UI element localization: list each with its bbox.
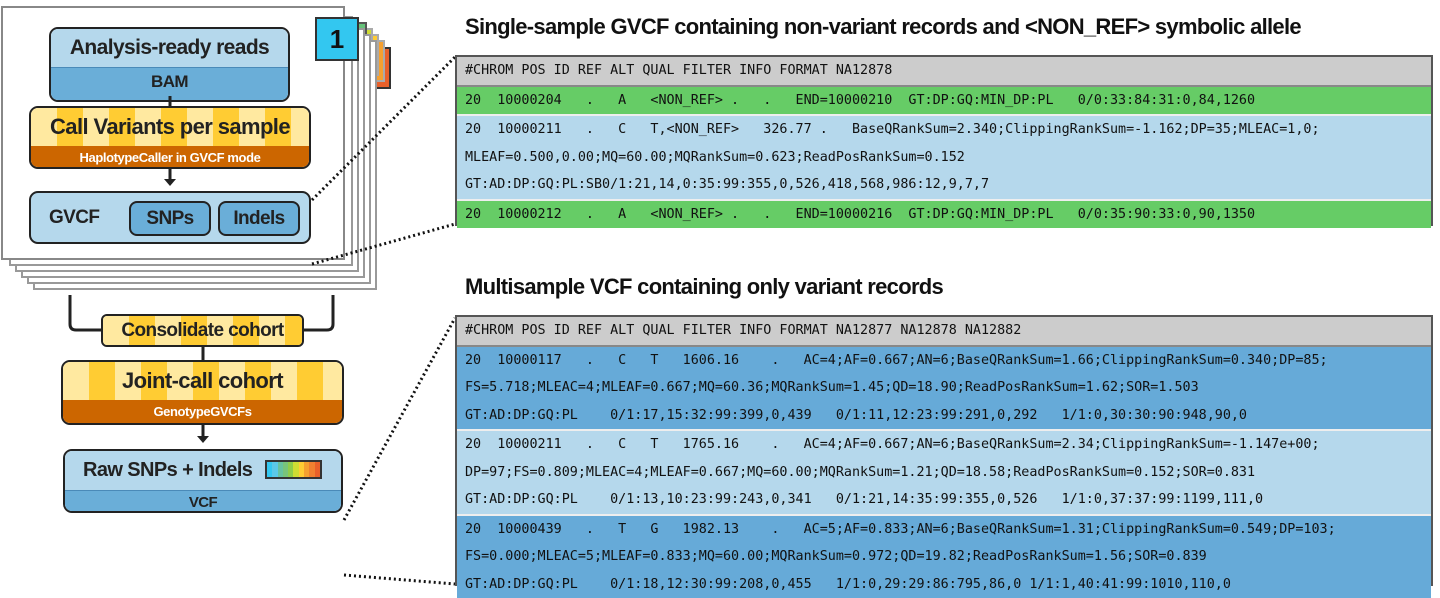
color-bar-segment bbox=[282, 462, 289, 477]
indels-box: Indels bbox=[218, 201, 300, 236]
call-variants-title: Call Variants per sample bbox=[31, 108, 309, 146]
reads-title: Analysis-ready reads bbox=[51, 29, 288, 67]
gvcf-label: GVCF bbox=[49, 207, 100, 228]
record-line: GT:AD:DP:GQ:PL 0/1:17,15:32:99:399,0,439… bbox=[465, 407, 1247, 423]
raw-variants-box: Raw SNPs + Indels VCF bbox=[63, 449, 343, 513]
joint-call-title: Joint-call cohort bbox=[63, 362, 342, 400]
record-line: 20 10000204 . A <NON_REF> . . END=100002… bbox=[465, 92, 1256, 108]
vcf-table: #CHROM POS ID REF ALT QUAL FILTER INFO F… bbox=[455, 315, 1433, 598]
color-bar-segment bbox=[267, 462, 273, 477]
record-line: 20 10000211 . C T,<NON_REF> 326.77 . Bas… bbox=[465, 122, 1320, 137]
analysis-ready-reads-box: Analysis-ready reads BAM bbox=[49, 27, 290, 102]
joint-call-tool: GenotypeGVCFs bbox=[63, 400, 342, 423]
gvcf-box: GVCF SNPs Indels bbox=[29, 191, 311, 244]
color-bar-segment bbox=[309, 462, 315, 477]
record-line: FS=5.718;MLEAC=4;MLEAF=0.667;MQ=60.36;MQ… bbox=[465, 380, 1199, 395]
color-bar-segment bbox=[314, 462, 320, 477]
consolidate-title: Consolidate cohort bbox=[103, 316, 302, 345]
consolidate-cohort-box: Consolidate cohort bbox=[101, 314, 304, 347]
call-variants-box: Call Variants per sample HaplotypeCaller… bbox=[29, 106, 311, 169]
record-line: 20 10000212 . A <NON_REF> . . END=100002… bbox=[465, 206, 1256, 222]
zoom-line bbox=[342, 317, 457, 521]
vcf-record: 20 10000211 . C T 1765.16 . AC=4;AF=0.66… bbox=[457, 429, 1431, 514]
record-line: GT:AD:DP:GQ:PL 0/1:18,12:30:99:208,0,455… bbox=[465, 576, 1231, 592]
record-line: MLEAF=0.500,0.00;MQ=60.00;MQRankSum=0.62… bbox=[465, 149, 965, 165]
zoom-line bbox=[343, 573, 456, 586]
record-line: GT:AD:DP:GQ:PL:SB0/1:21,14,0:35:99:355,0… bbox=[465, 177, 990, 192]
gvcf-header-row: #CHROM POS ID REF ALT QUAL FILTER INFO F… bbox=[457, 57, 1431, 87]
record-line: 20 10000439 . T G 1982.13 . AC=5;AF=0.83… bbox=[465, 521, 1336, 537]
record-line: FS=0.000;MLEAC=5;MLEAF=0.833;MQ=60.00;MQ… bbox=[465, 549, 1207, 564]
color-bar-segment bbox=[304, 462, 310, 477]
arrow-down-icon bbox=[197, 436, 209, 443]
color-bar-segment bbox=[293, 462, 299, 477]
raw-variants-title: Raw SNPs + Indels bbox=[83, 459, 253, 481]
gvcf-record: 20 10000211 . C T,<NON_REF> 326.77 . Bas… bbox=[457, 114, 1431, 199]
record-line: 20 10000211 . C T 1765.16 . AC=4;AF=0.66… bbox=[465, 437, 1320, 452]
gvcf-panel-title: Single-sample GVCF containing non-varian… bbox=[465, 14, 1302, 39]
sample-number-badge: 1 bbox=[315, 17, 359, 61]
record-line: 20 10000117 . C T 1606.16 . AC=4;AF=0.66… bbox=[465, 352, 1328, 368]
vcf-record: 20 10000117 . C T 1606.16 . AC=4;AF=0.66… bbox=[457, 346, 1431, 429]
color-bar-segment bbox=[298, 462, 305, 477]
gvcf-record: 20 10000204 . A <NON_REF> . . END=100002… bbox=[457, 86, 1431, 114]
gvcf-record: 20 10000212 . A <NON_REF> . . END=100002… bbox=[457, 198, 1431, 228]
record-line: DP=97;FS=0.809;MLEAC=4;MLEAF=0.667;MQ=60… bbox=[465, 464, 1256, 480]
raw-variants-format: VCF bbox=[65, 490, 341, 511]
snps-box: SNPs bbox=[129, 201, 211, 236]
color-bar-segment bbox=[277, 462, 283, 477]
vcf-header-row: #CHROM POS ID REF ALT QUAL FILTER INFO F… bbox=[457, 317, 1431, 347]
joint-call-box: Joint-call cohort GenotypeGVCFs bbox=[61, 360, 344, 425]
color-bar-segment bbox=[272, 462, 278, 477]
record-line: GT:AD:DP:GQ:PL 0/1:13,10:23:99:243,0,341… bbox=[465, 492, 1264, 507]
color-bar-segment bbox=[288, 462, 294, 477]
color-bar-icon bbox=[265, 460, 322, 479]
reads-format: BAM bbox=[51, 67, 288, 100]
gvcf-table: #CHROM POS ID REF ALT QUAL FILTER INFO F… bbox=[455, 55, 1433, 228]
vcf-record: 20 10000439 . T G 1982.13 . AC=5;AF=0.83… bbox=[457, 513, 1431, 598]
vcf-panel-title: Multisample VCF containing only variant … bbox=[465, 274, 944, 299]
call-variants-tool: HaplotypeCaller in GVCF mode bbox=[31, 146, 309, 167]
